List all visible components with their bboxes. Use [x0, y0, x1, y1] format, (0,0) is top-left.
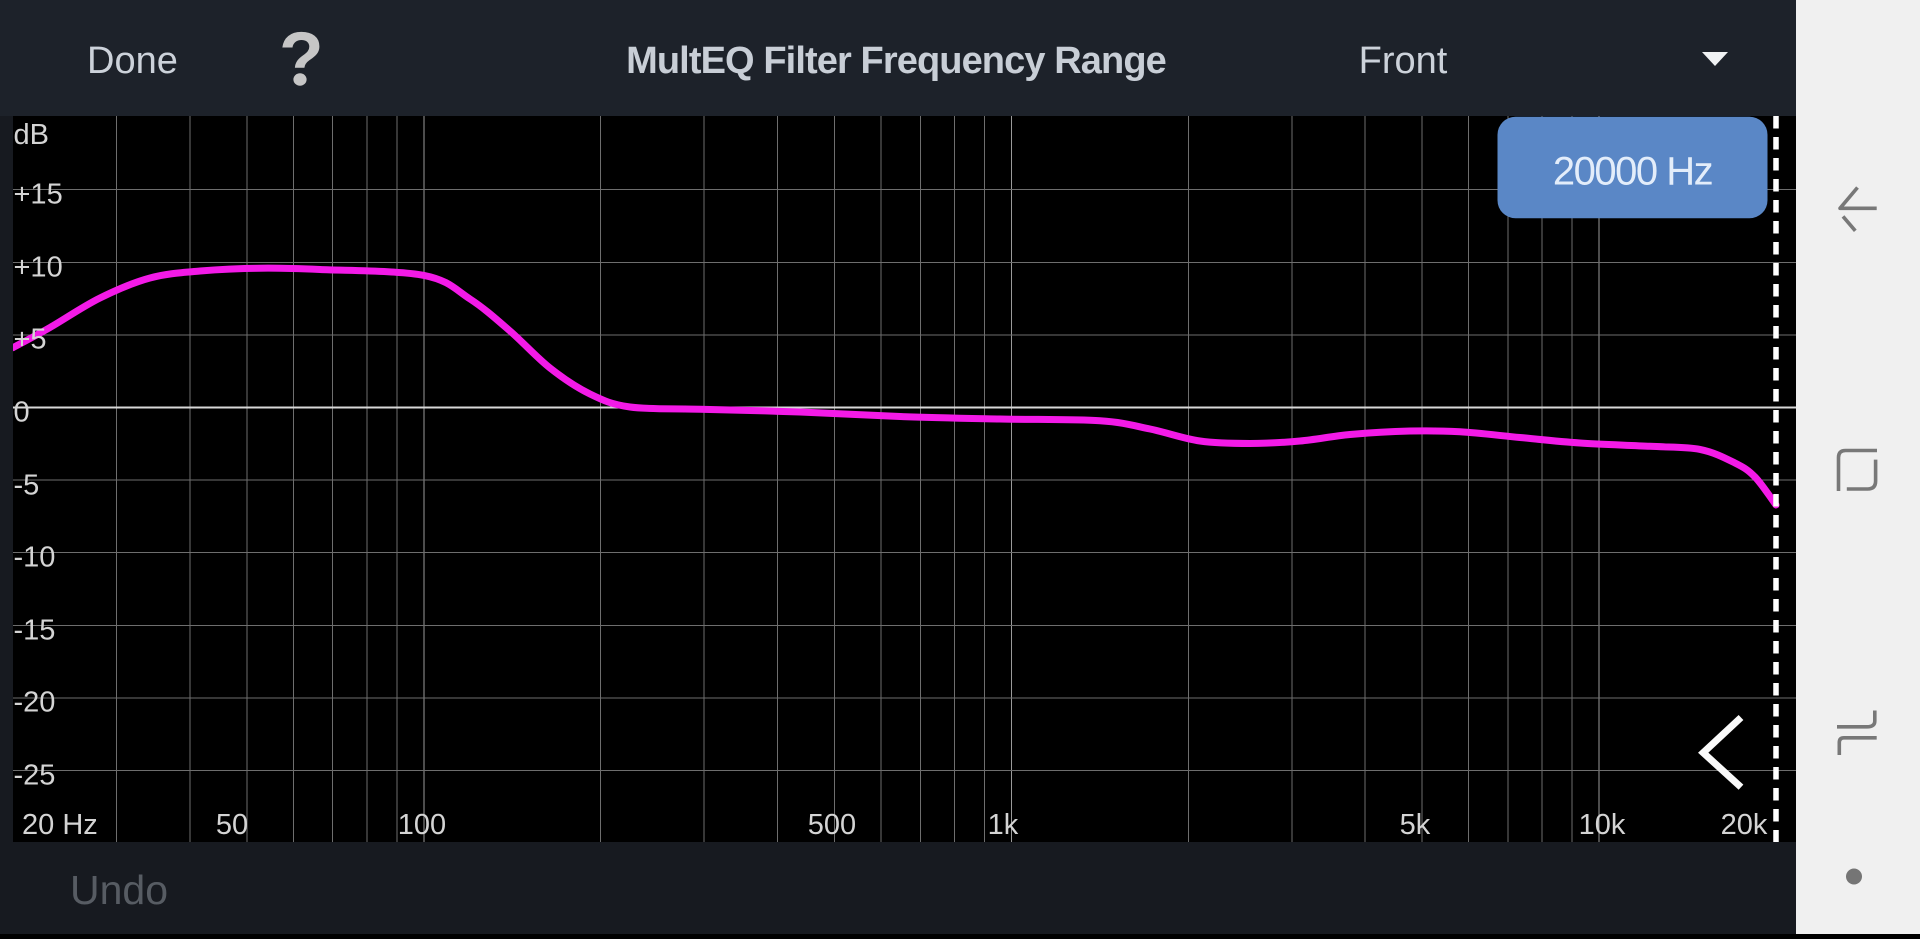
svg-text:+5: +5	[14, 324, 47, 356]
svg-text:-15: -15	[14, 615, 56, 647]
svg-text:-5: -5	[14, 470, 40, 502]
svg-text:500: 500	[808, 809, 856, 841]
svg-text:-10: -10	[14, 542, 56, 574]
svg-text:10k: 10k	[1579, 809, 1626, 841]
svg-text:20 Hz: 20 Hz	[22, 809, 98, 841]
svg-text:0: 0	[14, 397, 30, 429]
svg-text:-20: -20	[14, 687, 56, 719]
svg-text:+15: +15	[14, 179, 63, 211]
svg-text:5k: 5k	[1400, 809, 1431, 841]
svg-text:100: 100	[398, 809, 446, 841]
svg-text:dB: dB	[14, 119, 49, 151]
svg-text:-25: -25	[14, 760, 56, 792]
svg-text:+10: +10	[14, 252, 63, 284]
svg-text:20k: 20k	[1721, 809, 1768, 841]
svg-text:1k: 1k	[988, 809, 1019, 841]
svg-text:50: 50	[216, 809, 248, 841]
svg-text:20000 Hz: 20000 Hz	[1553, 150, 1713, 194]
